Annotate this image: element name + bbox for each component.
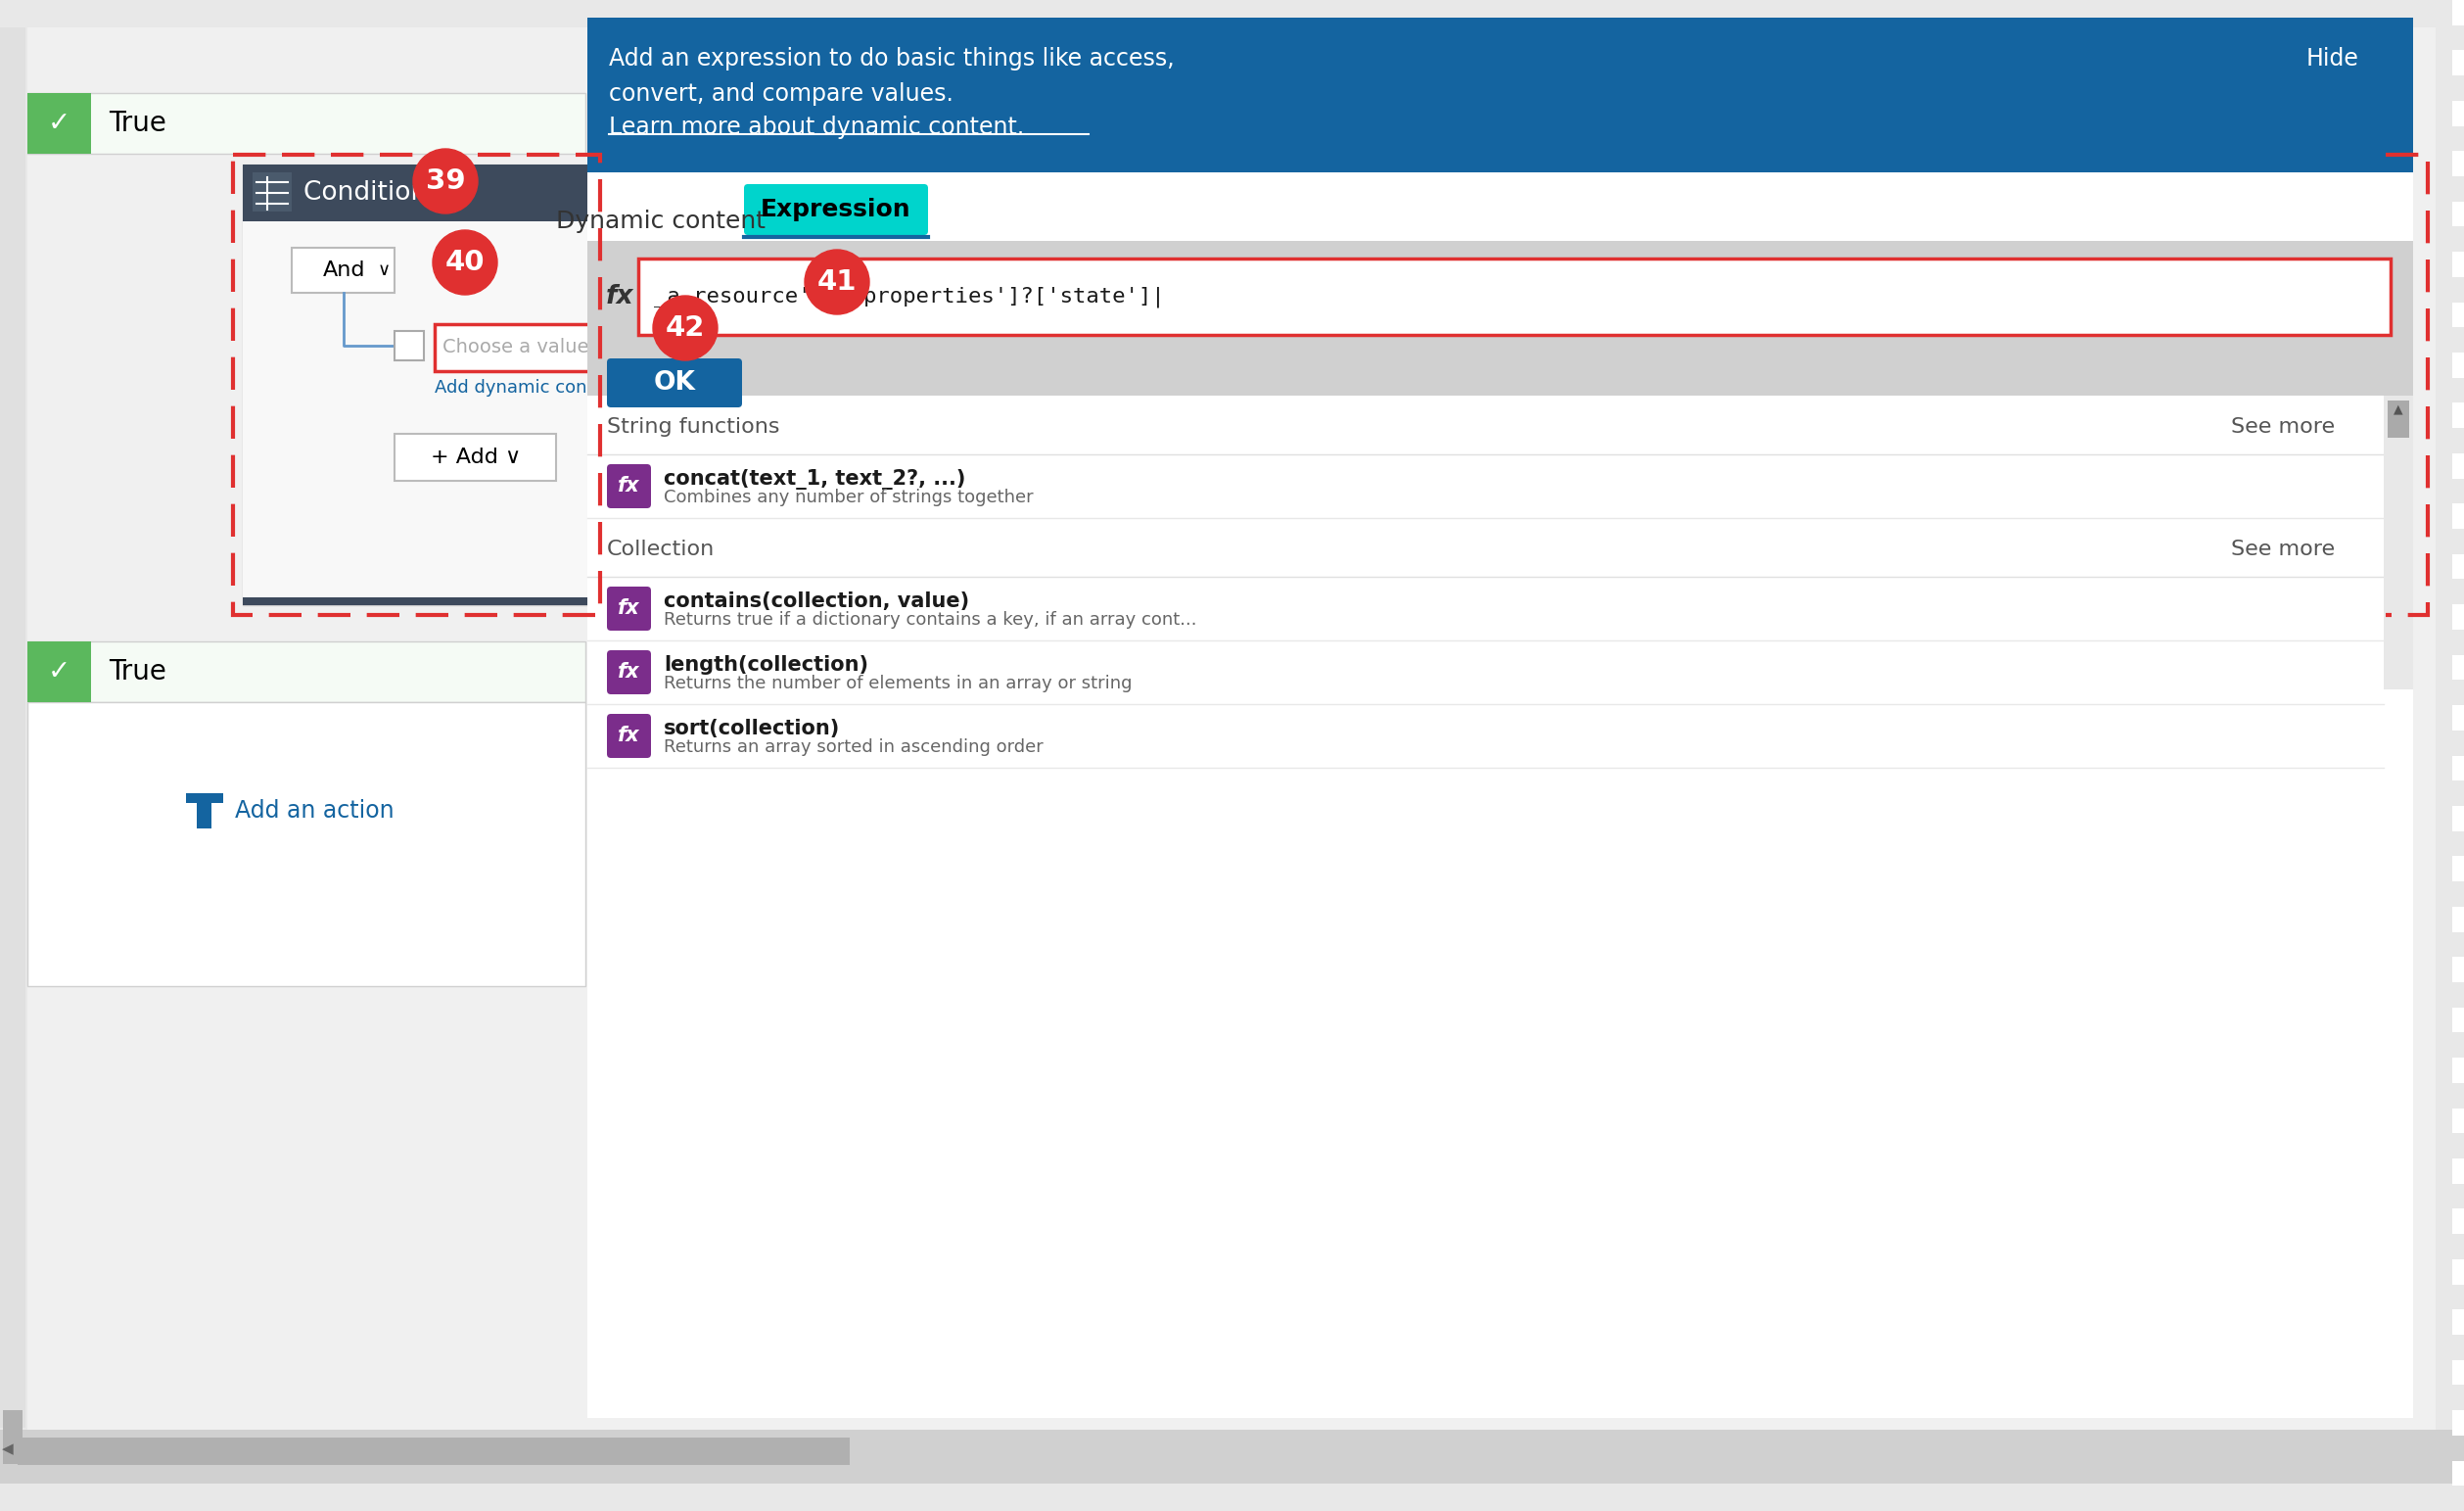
Text: ▲: ▲ (2393, 403, 2402, 416)
FancyBboxPatch shape (394, 331, 424, 360)
FancyBboxPatch shape (27, 27, 2434, 1476)
FancyBboxPatch shape (291, 248, 394, 293)
Text: Collection: Collection (606, 539, 715, 559)
Text: Combines any number of strings together: Combines any number of strings together (663, 488, 1032, 506)
FancyBboxPatch shape (648, 375, 670, 396)
Text: fx: fx (618, 662, 641, 681)
Text: fx: fx (618, 725, 641, 745)
Text: See more: See more (2230, 417, 2336, 437)
FancyBboxPatch shape (17, 1437, 850, 1466)
Text: + Add ∨: + Add ∨ (431, 447, 520, 467)
FancyBboxPatch shape (434, 325, 655, 372)
Polygon shape (2452, 956, 2464, 982)
Text: True: True (108, 110, 165, 138)
Text: Add dynamic content: Add dynamic content (434, 379, 623, 396)
Text: Hide: Hide (2306, 47, 2358, 71)
Polygon shape (2452, 50, 2464, 76)
Text: length(collection): length(collection) (663, 656, 867, 675)
Polygon shape (2452, 756, 2464, 781)
Circle shape (414, 150, 478, 213)
Polygon shape (2452, 805, 2464, 831)
FancyBboxPatch shape (0, 1429, 2464, 1484)
Text: Returns the number of elements in an array or string: Returns the number of elements in an arr… (663, 675, 1131, 692)
Text: Dynamic content: Dynamic content (557, 210, 766, 233)
FancyBboxPatch shape (0, 27, 25, 1428)
Circle shape (434, 230, 498, 295)
FancyBboxPatch shape (606, 650, 650, 694)
Text: Expression: Expression (761, 198, 912, 221)
FancyBboxPatch shape (638, 258, 2390, 335)
Text: fx: fx (618, 476, 641, 496)
Polygon shape (2452, 654, 2464, 680)
Polygon shape (2452, 201, 2464, 227)
FancyBboxPatch shape (27, 94, 91, 154)
Text: Add an action: Add an action (234, 799, 394, 822)
FancyBboxPatch shape (2388, 400, 2410, 438)
Text: String functions: String functions (606, 417, 779, 437)
Polygon shape (2452, 1209, 2464, 1234)
Text: 39: 39 (426, 168, 466, 195)
Text: _a_resource')?['properties']?['state']|: _a_resource')?['properties']?['state']| (653, 286, 1165, 307)
FancyBboxPatch shape (2, 1410, 22, 1464)
FancyBboxPatch shape (606, 464, 650, 508)
FancyBboxPatch shape (586, 18, 2412, 172)
Polygon shape (2452, 1259, 2464, 1284)
Text: 42: 42 (665, 314, 705, 341)
FancyBboxPatch shape (244, 221, 591, 606)
Polygon shape (2452, 1108, 2464, 1133)
Text: ✓: ✓ (47, 659, 69, 686)
Text: Returns true if a dictionary contains a key, if an array cont...: Returns true if a dictionary contains a … (663, 610, 1198, 629)
Text: Learn more about dynamic content.: Learn more about dynamic content. (609, 115, 1025, 139)
Polygon shape (2452, 1310, 2464, 1334)
FancyBboxPatch shape (27, 641, 91, 703)
Text: concat(text_1, text_2?, ...): concat(text_1, text_2?, ...) (663, 468, 966, 490)
Polygon shape (2452, 403, 2464, 428)
FancyBboxPatch shape (185, 793, 224, 802)
Polygon shape (2452, 604, 2464, 630)
Text: 40: 40 (446, 249, 485, 277)
FancyBboxPatch shape (2383, 396, 2412, 689)
Polygon shape (2452, 857, 2464, 881)
Polygon shape (2452, 1410, 2464, 1435)
FancyBboxPatch shape (27, 641, 586, 703)
Polygon shape (2452, 101, 2464, 125)
Text: Add an expression to do basic things like access,: Add an expression to do basic things lik… (609, 47, 1175, 71)
Text: is eq: is eq (665, 338, 712, 357)
FancyBboxPatch shape (197, 802, 212, 820)
FancyBboxPatch shape (27, 94, 586, 154)
Text: 41: 41 (818, 269, 857, 296)
FancyBboxPatch shape (254, 172, 291, 212)
Text: fx: fx (606, 284, 633, 310)
FancyBboxPatch shape (606, 358, 742, 408)
Polygon shape (2452, 1461, 2464, 1485)
Polygon shape (2452, 1058, 2464, 1083)
Polygon shape (2452, 302, 2464, 328)
Circle shape (806, 249, 870, 314)
Polygon shape (2452, 1159, 2464, 1183)
FancyBboxPatch shape (586, 240, 2412, 396)
Polygon shape (2452, 706, 2464, 730)
FancyBboxPatch shape (586, 172, 2412, 1417)
Polygon shape (2452, 1008, 2464, 1032)
Text: ✓: ✓ (47, 110, 69, 138)
Polygon shape (2452, 252, 2464, 277)
FancyBboxPatch shape (244, 165, 591, 606)
Polygon shape (2452, 555, 2464, 579)
Text: And: And (323, 260, 365, 280)
Text: ◀: ◀ (2, 1441, 15, 1457)
FancyBboxPatch shape (197, 820, 212, 828)
Text: OK: OK (653, 370, 695, 396)
Polygon shape (2452, 453, 2464, 479)
Polygon shape (2452, 0, 2464, 26)
Polygon shape (2452, 352, 2464, 378)
Text: Choose a value: Choose a value (444, 338, 589, 357)
Text: sort(collection): sort(collection) (663, 719, 840, 739)
FancyBboxPatch shape (394, 434, 557, 480)
Text: convert, and compare values.: convert, and compare values. (609, 82, 954, 106)
Polygon shape (2452, 503, 2464, 529)
FancyBboxPatch shape (244, 597, 591, 606)
Text: Condition 2: Condition 2 (303, 180, 451, 205)
Text: +: + (653, 378, 668, 394)
Text: True: True (108, 659, 165, 686)
